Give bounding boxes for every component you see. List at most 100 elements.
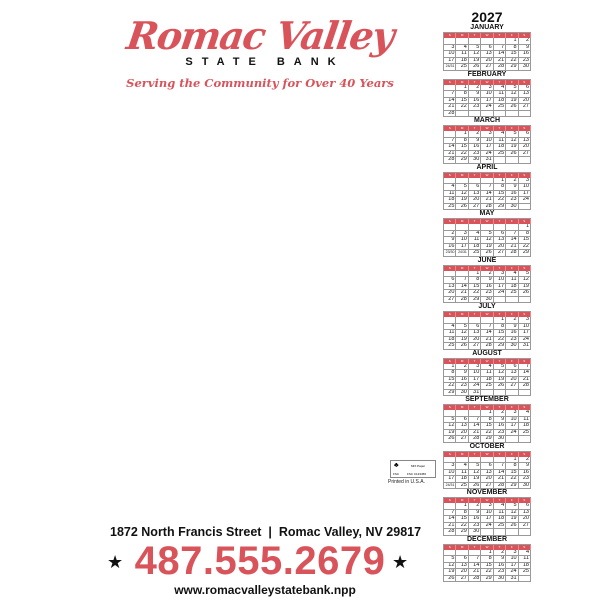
weekday-header: T (493, 312, 507, 317)
day-cell: 17 (444, 476, 457, 483)
day-cell: 23 (468, 150, 482, 157)
day-cell: 28 (493, 482, 507, 489)
month-grid: S M T W T F S 1 2 3 4 5 6 7 8 9 10 11 12 13 14 15 16 17 18 19 20 21… (443, 218, 531, 257)
day-cell: 29 (493, 203, 507, 210)
weekday-header: S (518, 265, 531, 271)
day-cell: 8 (456, 91, 469, 98)
day-cell: 4 (468, 230, 482, 237)
weekday-header: S (518, 498, 531, 503)
weekday-header: T (468, 405, 482, 410)
day-cell (468, 177, 482, 184)
day-cell: 10 (518, 184, 531, 191)
day-cell: 26 (518, 290, 531, 297)
day-cell: 22 (481, 429, 494, 436)
day-cell: 20 (481, 57, 494, 64)
day-cell: 14 (444, 516, 457, 523)
month-december: DECEMBER S M T W T F S 1 2 3 4 5 6 7 8 9 10 11 12 13 14 15 16 17… (443, 536, 531, 582)
day-cell: 9 (468, 137, 482, 144)
website[interactable]: www.romacvalleystatebank.npp (174, 583, 356, 597)
day-cell: 5 (506, 84, 519, 91)
day-cell: 14 (493, 51, 507, 58)
day-cell: 30 (493, 575, 507, 582)
month-grid: S M T W T F S 1 2 3 4 5 6 7 8 9 10 11 12 13 14 15 16 17 18 19 20 21… (443, 357, 531, 396)
day-cell: 13 (468, 190, 482, 197)
day-cell: 14 (481, 190, 494, 197)
day-cell: 25 (518, 569, 531, 576)
day-cell: 16 (518, 51, 531, 58)
fsc-code: FSC C123456 (407, 472, 427, 476)
day-cell: 18 (444, 336, 457, 343)
day-cell: 9 (506, 184, 519, 191)
day-cell: 29 (468, 296, 482, 303)
day-cell: 4 (518, 410, 531, 417)
day-cell: 15 (493, 190, 507, 197)
day-cell: 28 (481, 203, 494, 210)
day-cell (468, 38, 482, 45)
bank-logo: Romac Valley STATE BANK (120, 13, 400, 69)
day-cell: 18 (493, 97, 507, 104)
day-cell (506, 389, 519, 396)
day-cell: 7 (444, 137, 457, 144)
day-cell (506, 110, 519, 117)
day-cell: 29 (456, 529, 469, 536)
day-cell: 10 (481, 91, 494, 98)
day-cell: 11 (518, 556, 531, 563)
day-cell: 23 (468, 522, 482, 529)
day-cell: 19 (468, 476, 482, 483)
day-cell: 4 (493, 84, 507, 91)
day-cell: 10 (444, 51, 457, 58)
day-cell: 3 (518, 177, 531, 184)
day-cell: 1 (518, 224, 531, 231)
weekday-header: W (481, 172, 494, 178)
day-cell: 24 (468, 383, 482, 390)
fsc-mix: MIX Paper (411, 464, 426, 468)
month-november: NOVEMBER S M T W T F S 1 2 3 4 5 6 7 8 9 10 11 12 13 14 15 16 17… (443, 489, 531, 536)
day-cell: 1 (468, 270, 482, 277)
day-cell: 30 (518, 482, 531, 489)
weekday-header: T (468, 544, 482, 550)
day-cell: 10 (444, 469, 457, 476)
day-cell: 30 (456, 389, 469, 396)
day-cell: 19 (506, 144, 519, 151)
day-cell: 13 (468, 330, 482, 337)
day-cell: 1 (506, 38, 519, 45)
day-cell: 11 (493, 509, 507, 516)
month-grid: S M T W T F S 1 2 3 4 5 6 7 8 9 10 11 12 13 14 15 16 17 18 19 20 21… (443, 171, 531, 210)
day-cell (468, 317, 482, 324)
day-cell: 3 (456, 230, 469, 237)
day-cell: 4 (506, 270, 519, 277)
day-cell: 24 (481, 150, 494, 157)
weekday-header: F (506, 219, 519, 224)
day-cell: 4 (456, 44, 469, 51)
day-cell: 15 (481, 423, 494, 430)
phone-number[interactable]: 487.555.2679 (134, 539, 386, 583)
day-cell: 31 (506, 575, 519, 582)
weekday-header: S (518, 172, 531, 178)
day-cell: 3 (444, 463, 457, 470)
weekday-header: W (481, 33, 494, 38)
day-cell: 15 (456, 516, 469, 523)
day-cell (481, 389, 494, 396)
day-cell: 12 (506, 509, 519, 516)
month-october: OCTOBER S M T W T F S 1 2 3 4 5 6 7 8 9 10 11 12 13 14 15 16 17 1… (443, 443, 531, 489)
day-cell: 31 (468, 389, 482, 396)
day-cell: 13 (456, 423, 469, 430)
day-cell: 9 (506, 323, 519, 330)
month-title: JUNE (477, 256, 497, 264)
day-cell: 6 (456, 556, 469, 563)
day-cell: 27 (518, 104, 531, 111)
day-cell: 31 (481, 157, 494, 164)
weekday-header: S (444, 79, 457, 85)
address: 1872 North Francis Street | Romac Valley… (110, 525, 422, 539)
day-cell: 21 (493, 476, 507, 483)
day-cell: 6 (481, 463, 494, 470)
month-title: APRIL (476, 163, 498, 171)
day-cell: 2 (506, 177, 519, 184)
day-cell: 11 (481, 370, 494, 377)
day-cell: 5 (493, 363, 507, 370)
day-cell: 20 (468, 336, 482, 343)
weekday-header: W (481, 79, 494, 85)
day-cell (481, 110, 494, 117)
printed-in-usa: Printed in U.S.A. (388, 479, 425, 485)
day-cell (456, 410, 469, 417)
